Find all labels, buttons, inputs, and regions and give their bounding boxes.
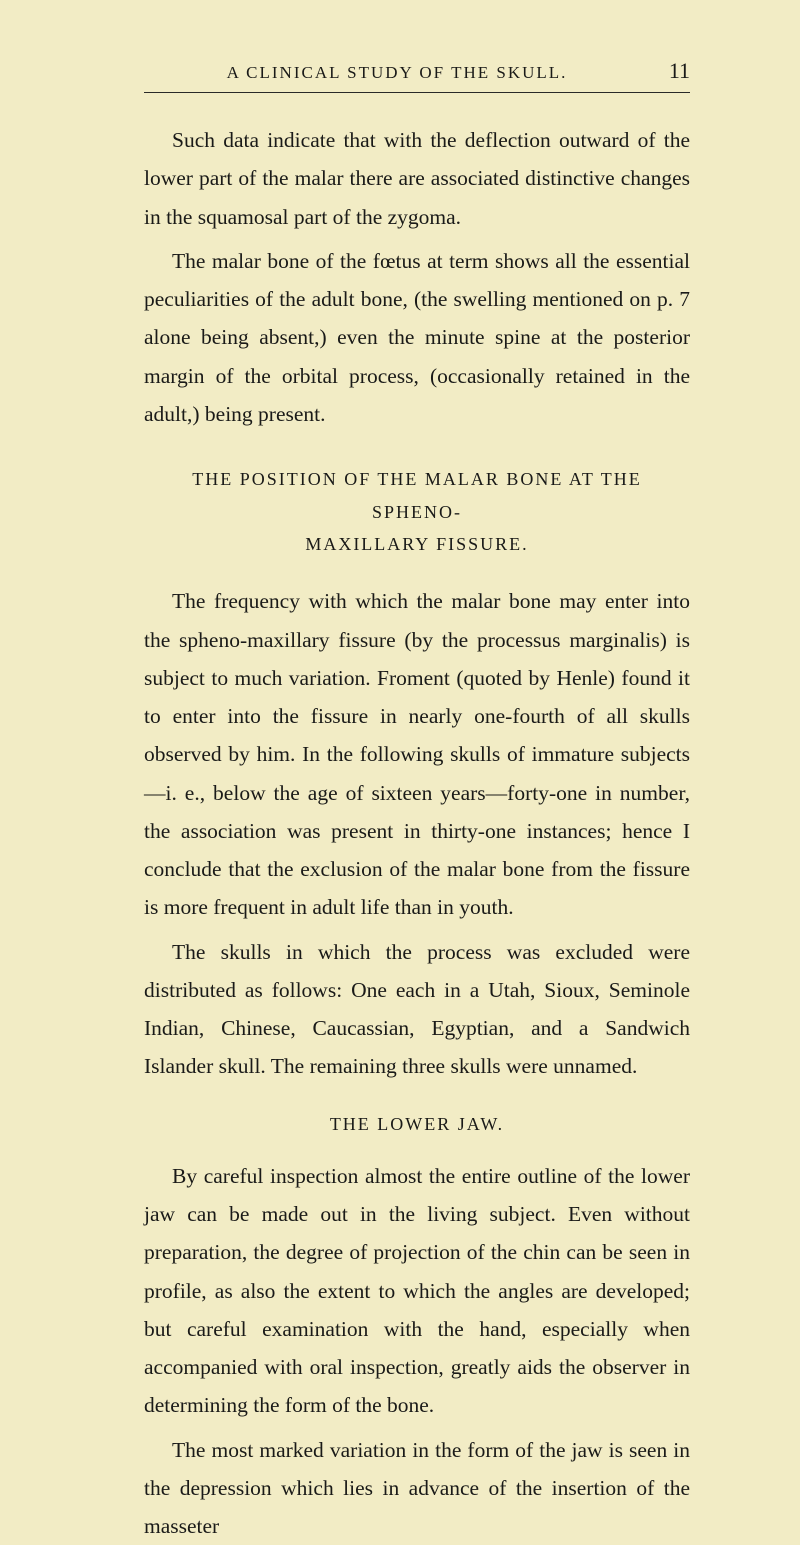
section-heading-lower-jaw: THE LOWER JAW. (144, 1114, 690, 1135)
page-number: 11 (650, 58, 690, 84)
book-page: A CLINICAL STUDY OF THE SKULL. 11 Such d… (0, 0, 800, 1442)
paragraph-4: The skulls in which the process was excl… (144, 933, 690, 1086)
section-heading-line2: MAXILLARY FISSURE. (305, 534, 528, 554)
header-rule (144, 92, 690, 93)
paragraph-1: Such data indicate that with the deflect… (144, 121, 690, 236)
section-heading-line1: THE POSITION OF THE MALAR BONE AT THE SP… (192, 469, 642, 521)
paragraph-3: The frequency with which the malar bone … (144, 582, 690, 926)
paragraph-5: By careful inspection almost the entire … (144, 1157, 690, 1425)
running-head: A CLINICAL STUDY OF THE SKULL. 11 (144, 58, 690, 84)
paragraph-2: The malar bone of the fœtus at term show… (144, 242, 690, 433)
running-title: A CLINICAL STUDY OF THE SKULL. (144, 63, 650, 83)
section-heading-spheno: THE POSITION OF THE MALAR BONE AT THE SP… (144, 463, 690, 560)
paragraph-6: The most marked variation in the form of… (144, 1431, 690, 1545)
